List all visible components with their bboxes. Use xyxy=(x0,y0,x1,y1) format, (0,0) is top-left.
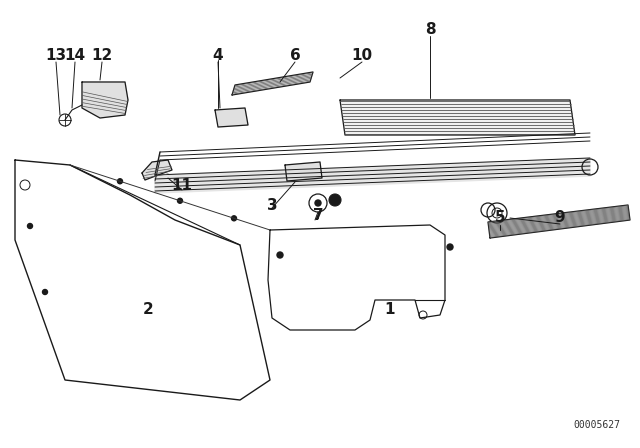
Text: 9: 9 xyxy=(555,211,565,225)
Text: 10: 10 xyxy=(351,47,372,63)
Circle shape xyxy=(28,224,33,228)
Circle shape xyxy=(232,216,237,221)
Polygon shape xyxy=(488,205,630,238)
Text: 1: 1 xyxy=(385,302,396,318)
Text: 00005627: 00005627 xyxy=(573,420,620,430)
Text: 13: 13 xyxy=(45,47,67,63)
Polygon shape xyxy=(232,72,313,95)
Circle shape xyxy=(277,252,283,258)
Text: 7: 7 xyxy=(313,207,323,223)
Polygon shape xyxy=(82,82,128,118)
Polygon shape xyxy=(340,100,575,135)
Text: 12: 12 xyxy=(92,47,113,63)
Polygon shape xyxy=(142,160,172,180)
Text: 2: 2 xyxy=(143,302,154,318)
Polygon shape xyxy=(155,158,590,193)
Text: 5: 5 xyxy=(495,211,506,225)
Circle shape xyxy=(315,200,321,206)
Text: 4: 4 xyxy=(212,47,223,63)
Circle shape xyxy=(177,198,182,203)
Circle shape xyxy=(447,244,453,250)
Text: 11: 11 xyxy=(172,177,193,193)
Text: 8: 8 xyxy=(425,22,435,38)
Text: 3: 3 xyxy=(267,198,277,212)
Circle shape xyxy=(42,289,47,294)
Circle shape xyxy=(118,179,122,184)
Text: 14: 14 xyxy=(65,47,86,63)
Polygon shape xyxy=(215,108,248,127)
Polygon shape xyxy=(285,162,322,181)
Text: 6: 6 xyxy=(290,47,300,63)
Circle shape xyxy=(329,194,341,206)
